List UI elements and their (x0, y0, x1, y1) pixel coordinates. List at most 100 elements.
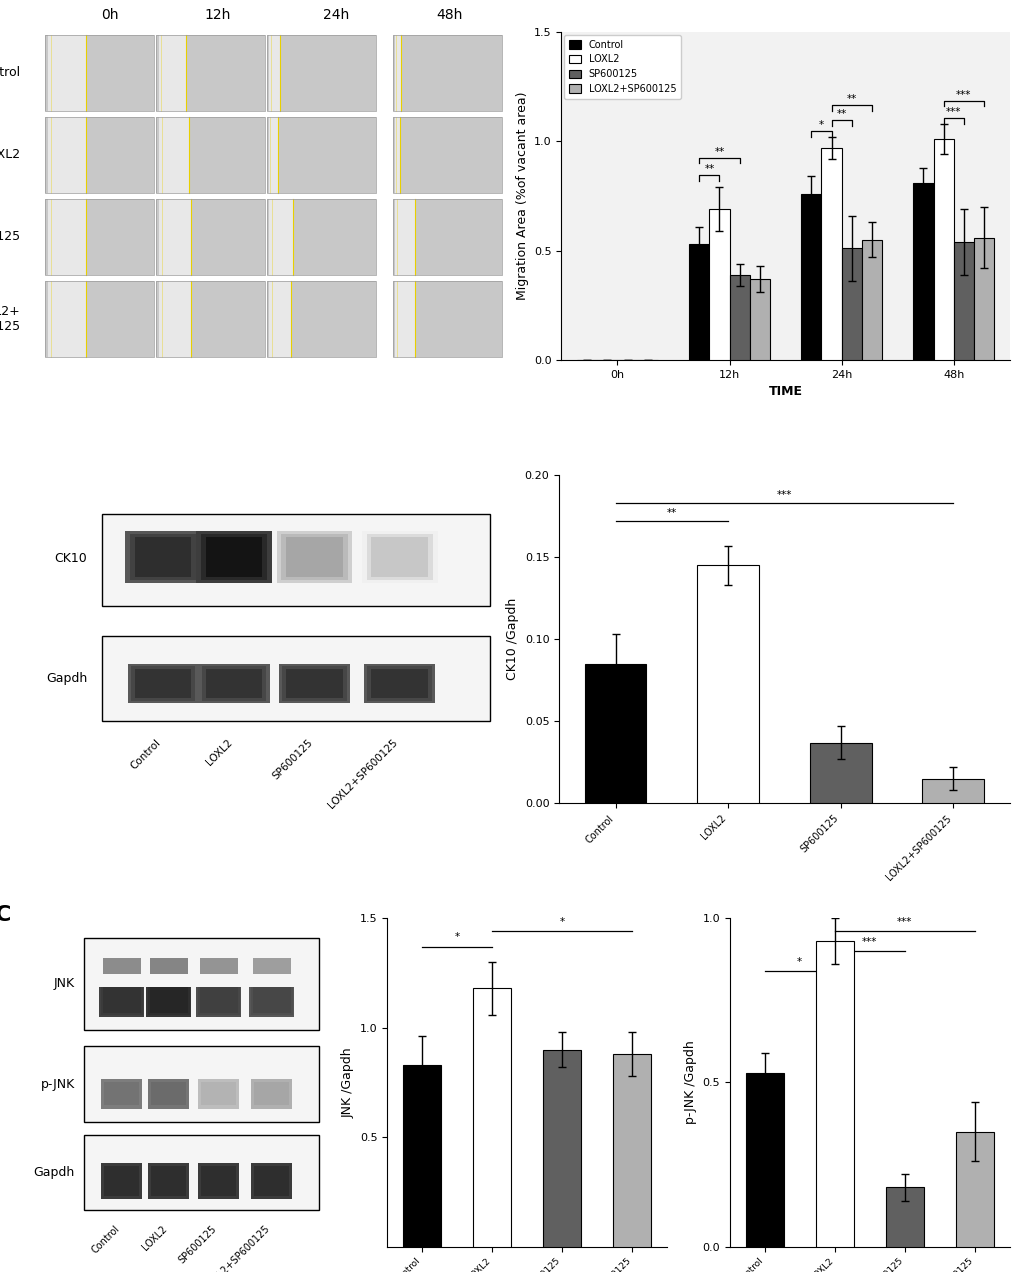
Text: LOXL2: LOXL2 (140, 1224, 168, 1252)
Text: ***: *** (861, 937, 876, 948)
Bar (269, 117, 278, 192)
Bar (156, 117, 265, 192)
Bar (125, 530, 201, 584)
Bar (196, 530, 272, 584)
Bar (146, 987, 192, 1018)
Text: ***: *** (946, 107, 961, 117)
Bar (99, 987, 145, 1018)
Bar (253, 958, 290, 974)
Bar (206, 669, 262, 698)
Bar (729, 275, 749, 360)
Bar (392, 117, 501, 192)
Bar (395, 200, 415, 275)
Bar (129, 534, 196, 580)
Bar (749, 279, 769, 360)
Bar (156, 281, 265, 357)
Bar (151, 1166, 186, 1196)
Bar (48, 200, 86, 275)
Text: *: * (818, 121, 823, 130)
Text: p-JNK: p-JNK (41, 1077, 74, 1090)
Bar (148, 987, 190, 1015)
Text: SP600125: SP600125 (0, 230, 20, 243)
Bar (697, 565, 758, 804)
Bar (103, 958, 141, 974)
Text: **: ** (703, 164, 714, 174)
Bar (269, 281, 290, 357)
Text: LOXL2+
SP60125: LOXL2+ SP60125 (0, 305, 20, 333)
Text: LOXL2+SP600125: LOXL2+SP600125 (326, 738, 399, 810)
Bar (46, 117, 154, 192)
Bar (148, 1163, 190, 1199)
Bar (267, 200, 375, 275)
Bar (130, 667, 195, 701)
Bar (392, 117, 501, 192)
Bar (392, 281, 501, 357)
Bar (884, 1188, 923, 1247)
Bar (158, 200, 191, 275)
Bar (104, 1082, 140, 1105)
Bar (198, 987, 239, 1015)
Text: CK10: CK10 (55, 552, 88, 565)
Bar (127, 664, 199, 703)
Bar (371, 669, 428, 698)
Bar (199, 664, 269, 703)
Text: *: * (454, 932, 460, 943)
Bar (861, 239, 881, 360)
Bar (371, 537, 428, 576)
Bar (392, 36, 501, 111)
Bar (150, 987, 187, 1014)
Bar (689, 244, 708, 360)
Bar (745, 1072, 784, 1247)
Text: *: * (797, 957, 802, 967)
Bar (392, 36, 501, 111)
Bar (392, 200, 501, 275)
Bar (267, 36, 375, 111)
Bar (198, 1079, 239, 1109)
Bar (364, 664, 435, 703)
Bar (809, 743, 871, 804)
Bar (156, 36, 265, 111)
Bar (158, 281, 191, 357)
Text: C: C (0, 906, 11, 925)
Text: ***: *** (776, 490, 792, 500)
Bar (148, 1079, 190, 1109)
Bar (104, 1166, 140, 1196)
X-axis label: TIME: TIME (768, 385, 802, 398)
Bar (392, 200, 501, 275)
Bar (46, 36, 154, 111)
Bar (249, 987, 294, 1018)
Bar (820, 148, 841, 360)
Bar (392, 281, 501, 357)
Bar (921, 778, 983, 804)
Bar (251, 987, 292, 1015)
Bar (103, 987, 141, 1014)
Bar (46, 117, 154, 192)
Bar (267, 200, 375, 275)
Bar (269, 200, 293, 275)
Bar (584, 664, 646, 804)
Bar (285, 537, 342, 576)
Bar (815, 941, 853, 1247)
Bar (150, 958, 187, 974)
Bar (395, 117, 399, 192)
Text: Gapdh: Gapdh (46, 672, 88, 686)
Text: 48h: 48h (436, 8, 463, 22)
Bar (46, 36, 154, 111)
Bar (254, 1166, 289, 1196)
Bar (156, 281, 265, 357)
Bar (156, 36, 265, 111)
Bar (48, 117, 86, 192)
Bar (841, 248, 861, 360)
Text: LOXL2+SP600125: LOXL2+SP600125 (203, 1224, 271, 1272)
Bar (201, 534, 267, 580)
Bar (158, 117, 189, 192)
Bar (46, 200, 154, 275)
Bar (156, 200, 265, 275)
Bar (932, 139, 953, 360)
Bar (151, 1082, 186, 1105)
Bar (202, 667, 266, 701)
Text: Control: Control (0, 66, 20, 79)
Text: **: ** (666, 508, 677, 518)
Bar (156, 117, 265, 192)
Bar (196, 987, 242, 1018)
